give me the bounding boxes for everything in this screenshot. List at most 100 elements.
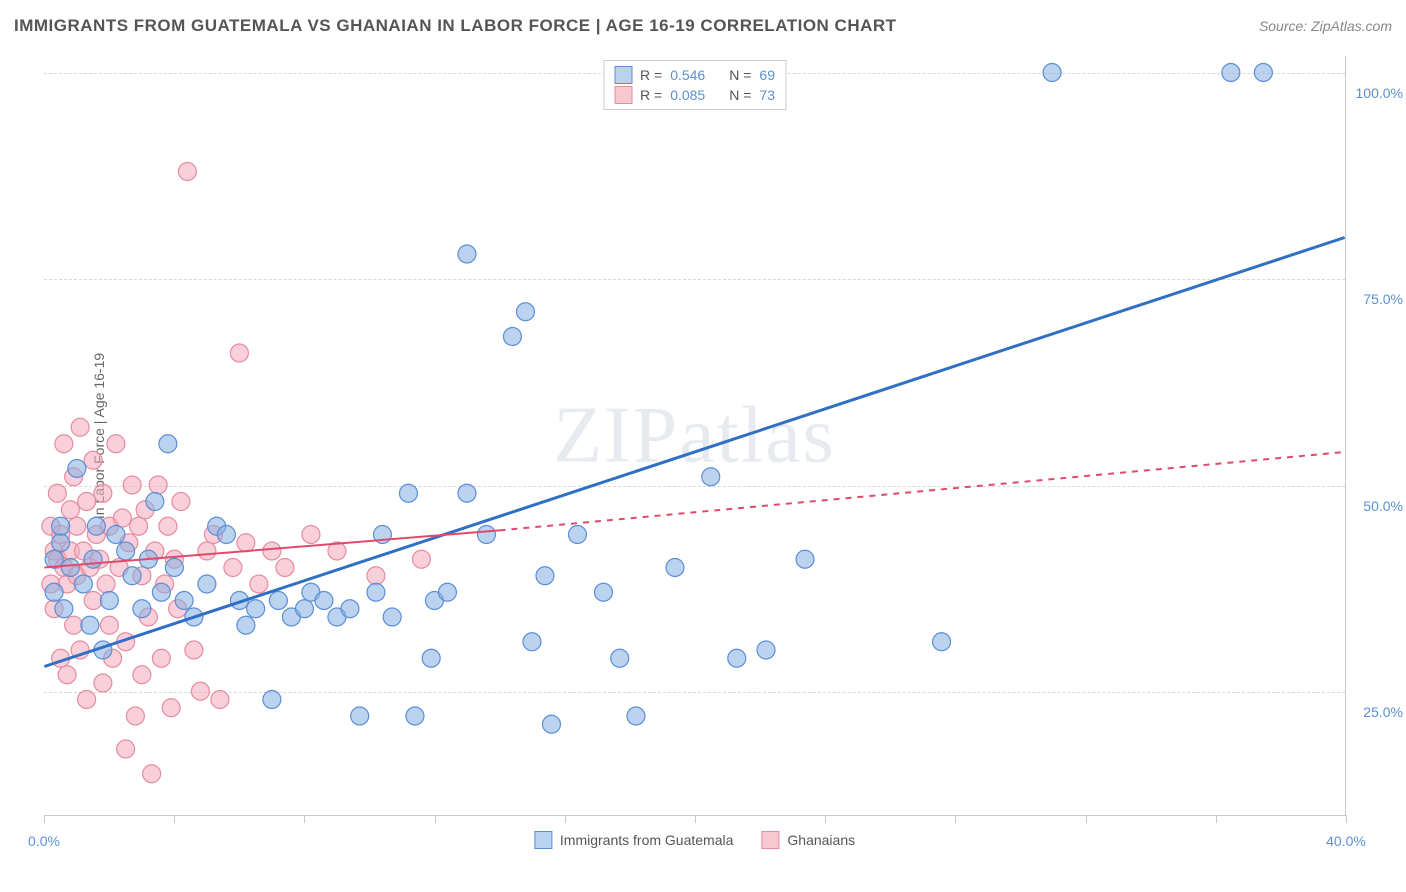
- legend-r-value: 0.085: [670, 87, 705, 103]
- data-point: [702, 468, 720, 486]
- data-point: [191, 682, 209, 700]
- data-point: [237, 534, 255, 552]
- x-tick: [695, 815, 696, 823]
- x-tick: [825, 815, 826, 823]
- data-point: [162, 699, 180, 717]
- data-point: [52, 534, 70, 552]
- data-point: [728, 649, 746, 667]
- data-point: [48, 484, 66, 502]
- data-point: [61, 559, 79, 577]
- data-point: [224, 559, 242, 577]
- data-point: [263, 542, 281, 560]
- x-tick: [955, 815, 956, 823]
- data-point: [55, 435, 73, 453]
- data-point: [84, 592, 102, 610]
- data-point: [516, 303, 534, 321]
- x-tick: [1346, 815, 1347, 823]
- y-tick-label: 100.0%: [1353, 85, 1403, 101]
- data-point: [61, 501, 79, 519]
- data-point: [97, 575, 115, 593]
- data-point: [666, 559, 684, 577]
- data-point: [263, 691, 281, 709]
- legend-item: Immigrants from Guatemala: [534, 831, 734, 849]
- legend-swatch: [534, 831, 552, 849]
- legend-label: Immigrants from Guatemala: [560, 832, 734, 848]
- data-point: [159, 435, 177, 453]
- data-point: [250, 575, 268, 593]
- data-point: [211, 691, 229, 709]
- legend-r-label: R =: [640, 87, 662, 103]
- data-point: [149, 476, 167, 494]
- series-legend: Immigrants from Guatemala Ghanaians: [534, 831, 855, 849]
- data-point: [217, 526, 235, 544]
- data-point: [45, 583, 63, 601]
- trend-line: [44, 238, 1344, 667]
- data-point: [477, 526, 495, 544]
- data-point: [438, 583, 456, 601]
- data-point: [123, 567, 141, 585]
- legend-row: R = 0.546 N = 69: [614, 65, 775, 85]
- legend-r-value: 0.546: [670, 67, 705, 83]
- data-point: [933, 633, 951, 651]
- data-point: [315, 592, 333, 610]
- data-point: [198, 575, 216, 593]
- scatter-svg: [44, 56, 1345, 815]
- legend-n-label: N =: [729, 67, 751, 83]
- data-point: [165, 559, 183, 577]
- source-attribution: Source: ZipAtlas.com: [1259, 18, 1392, 34]
- x-tick: [44, 815, 45, 823]
- data-point: [71, 418, 89, 436]
- legend-n-value: 73: [759, 87, 775, 103]
- data-point: [178, 163, 196, 181]
- data-point: [117, 740, 135, 758]
- data-point: [276, 559, 294, 577]
- data-point: [383, 608, 401, 626]
- data-point: [536, 567, 554, 585]
- data-point: [84, 451, 102, 469]
- x-tick: [174, 815, 175, 823]
- legend-n-label: N =: [729, 87, 751, 103]
- x-tick-label: 0.0%: [28, 833, 60, 849]
- data-point: [68, 517, 86, 535]
- data-point: [523, 633, 541, 651]
- data-point: [65, 616, 83, 634]
- data-point: [198, 542, 216, 560]
- data-point: [458, 245, 476, 263]
- data-point: [295, 600, 313, 618]
- data-point: [269, 592, 287, 610]
- data-point: [133, 666, 151, 684]
- x-tick: [304, 815, 305, 823]
- y-tick-label: 50.0%: [1353, 498, 1403, 514]
- data-point: [757, 641, 775, 659]
- data-point: [68, 460, 86, 478]
- data-point: [367, 583, 385, 601]
- data-point: [107, 435, 125, 453]
- data-point: [81, 616, 99, 634]
- data-point: [143, 765, 161, 783]
- data-point: [126, 707, 144, 725]
- y-tick-label: 25.0%: [1353, 704, 1403, 720]
- data-point: [796, 550, 814, 568]
- data-point: [146, 493, 164, 511]
- data-point: [175, 592, 193, 610]
- legend-label: Ghanaians: [787, 832, 855, 848]
- trend-line: [499, 452, 1344, 530]
- data-point: [100, 592, 118, 610]
- legend-r-label: R =: [640, 67, 662, 83]
- data-point: [52, 517, 70, 535]
- x-tick: [565, 815, 566, 823]
- data-point: [627, 707, 645, 725]
- data-point: [237, 616, 255, 634]
- data-point: [123, 476, 141, 494]
- data-point: [107, 526, 125, 544]
- legend-item: Ghanaians: [761, 831, 855, 849]
- data-point: [247, 600, 265, 618]
- legend-swatch: [761, 831, 779, 849]
- data-point: [78, 691, 96, 709]
- data-point: [159, 517, 177, 535]
- x-tick-label: 40.0%: [1326, 833, 1366, 849]
- data-point: [94, 484, 112, 502]
- data-point: [87, 517, 105, 535]
- data-point: [351, 707, 369, 725]
- header: IMMIGRANTS FROM GUATEMALA VS GHANAIAN IN…: [14, 16, 1392, 36]
